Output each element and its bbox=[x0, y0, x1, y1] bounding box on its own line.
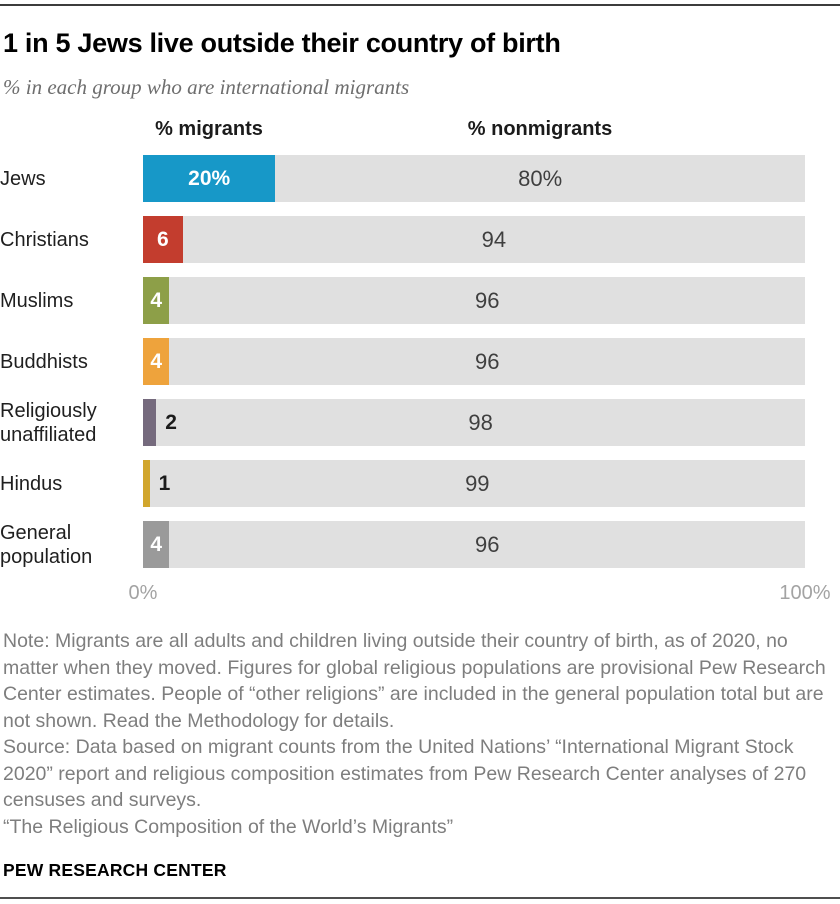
nonmigrant-track: 4 96 bbox=[143, 277, 805, 324]
nonmigrant-track: 4 96 bbox=[143, 521, 805, 568]
bar-row: Muslims 4 96 bbox=[0, 277, 840, 324]
nonmigrant-value-label: 98 bbox=[468, 409, 493, 435]
x-axis-tick-max: 100% bbox=[779, 582, 831, 604]
category-label: Christians bbox=[0, 228, 89, 251]
nonmigrant-value-label: 96 bbox=[474, 287, 500, 313]
column-header-nonmigrants: % nonmigrants bbox=[467, 118, 613, 140]
nonmigrant-track: 6 94 bbox=[143, 216, 805, 263]
report-title-text: “The Religious Composition of the World’… bbox=[3, 815, 454, 838]
migrant-value-label: 4 bbox=[150, 532, 163, 556]
migrant-value-label: 20% bbox=[188, 166, 231, 190]
nonmigrant-track: 1 99 bbox=[143, 460, 805, 507]
nonmigrant-value-label: 96 bbox=[474, 531, 500, 557]
bar-chart: Jews 20% 80% Christians 6 94 Muslims 4 9… bbox=[0, 155, 840, 568]
chart-subtitle: % in each group who are international mi… bbox=[3, 75, 410, 99]
nonmigrant-value-label: 94 bbox=[481, 226, 507, 252]
column-header-migrants: % migrants bbox=[155, 118, 263, 140]
category-label: Hindus bbox=[0, 472, 63, 495]
category-label: Jews bbox=[0, 167, 46, 190]
page-title: 1 in 5 Jews live outside their country o… bbox=[3, 28, 561, 58]
footnotes: Note: Migrants are all adults and childr… bbox=[3, 628, 835, 840]
migrant-value-label: 4 bbox=[150, 288, 163, 312]
nonmigrant-value-label: 80% bbox=[518, 165, 563, 191]
migrant-value-label-outside: 1 bbox=[158, 471, 171, 495]
bar-row: Christians 6 94 bbox=[0, 216, 840, 263]
migrant-bar-segment bbox=[143, 399, 157, 446]
nonmigrant-value-label: 99 bbox=[465, 470, 490, 496]
x-axis-tick-min: 0% bbox=[128, 582, 158, 604]
category-label: General population bbox=[0, 521, 93, 568]
x-axis: 0% 100% bbox=[0, 582, 840, 606]
migrant-bar-segment: 6 bbox=[143, 216, 183, 263]
migrant-bar-segment: 20% bbox=[143, 155, 276, 202]
bar-row: Jews 20% 80% bbox=[0, 155, 840, 202]
nonmigrant-value-label: 96 bbox=[474, 348, 500, 374]
source-text: Source: Data based on migrant counts fro… bbox=[3, 736, 807, 811]
nonmigrant-track: 20% 80% bbox=[143, 155, 805, 202]
category-label: Buddhists bbox=[0, 350, 88, 373]
migrant-bar-segment bbox=[143, 460, 150, 507]
migrant-bar-segment: 4 bbox=[143, 338, 170, 385]
note-text: Note: Migrants are all adults and childr… bbox=[3, 630, 826, 732]
column-headers: % migrants % nonmigrants bbox=[0, 118, 840, 142]
migrant-value-label-outside: 2 bbox=[165, 410, 177, 434]
bar-row: Hindus 1 99 bbox=[0, 460, 840, 507]
nonmigrant-track: 2 98 bbox=[143, 399, 805, 446]
category-label: Religiously unaffiliated bbox=[0, 399, 97, 446]
migrant-value-label: 6 bbox=[157, 227, 169, 251]
bar-row: Religiously unaffiliated 2 98 bbox=[0, 399, 840, 446]
pew-research-center-wordmark: PEW RESEARCH CENTER bbox=[3, 860, 227, 880]
nonmigrant-track: 4 96 bbox=[143, 338, 805, 385]
category-label: Muslims bbox=[0, 289, 74, 312]
migrant-value-label: 4 bbox=[150, 349, 163, 373]
bar-row: General population 4 96 bbox=[0, 521, 840, 568]
top-divider bbox=[0, 4, 840, 6]
migrant-bar-segment: 4 bbox=[143, 277, 170, 324]
migrant-bar-segment: 4 bbox=[143, 521, 170, 568]
bar-row: Buddhists 4 96 bbox=[0, 338, 840, 385]
bottom-divider bbox=[0, 897, 840, 899]
